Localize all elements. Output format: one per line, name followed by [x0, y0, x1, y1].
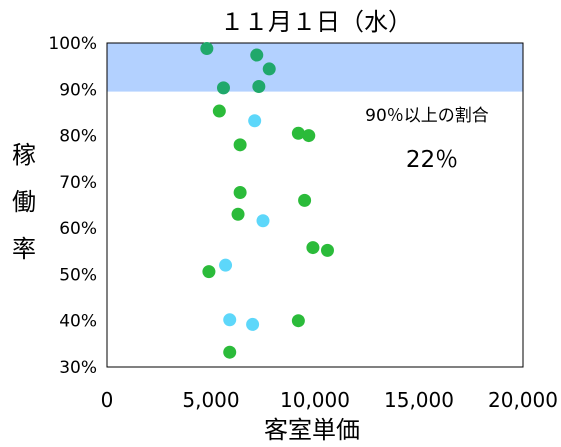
data-point: [291, 314, 305, 328]
data-points: [200, 42, 334, 359]
data-point: [302, 129, 316, 143]
x-tick-label: 10,000: [280, 388, 350, 412]
data-point: [219, 258, 233, 272]
data-point: [246, 317, 260, 331]
data-point: [250, 48, 264, 62]
data-point: [200, 42, 214, 56]
data-point: [202, 265, 216, 279]
data-point: [248, 114, 262, 128]
chart-title: １１月１日（水）: [220, 8, 412, 36]
data-point: [212, 104, 226, 118]
data-point: [291, 126, 305, 140]
x-tick-label: 5,000: [182, 388, 239, 412]
y-tick-label: 30%: [59, 358, 97, 378]
x-tick-label: 20,000: [488, 388, 558, 412]
threshold-band: [107, 43, 523, 92]
y-axis-label-char: 働: [12, 188, 36, 216]
x-tick-label: 15,000: [384, 388, 454, 412]
y-tick-label: 80%: [59, 127, 97, 147]
data-point: [298, 193, 312, 207]
data-point: [252, 80, 266, 94]
y-tick-label: 60%: [59, 219, 97, 239]
y-tick-label: 50%: [59, 265, 97, 285]
y-axis-label-char: 稼: [12, 141, 36, 169]
annotation-value: 22％: [406, 147, 458, 173]
threshold-band-layer: [107, 43, 523, 92]
y-tick-label: 40%: [59, 312, 97, 332]
data-point: [223, 313, 237, 327]
data-point: [216, 81, 230, 95]
data-point: [231, 207, 245, 221]
y-tick-labels: 30% 40% 50% 60% 70% 80% 90% 100%: [48, 34, 97, 378]
data-point: [262, 62, 276, 76]
annotation-label: 90％以上の割合: [365, 106, 489, 126]
y-tick-label: 70%: [59, 173, 97, 193]
data-point: [320, 243, 334, 257]
x-tick-label: 0: [101, 388, 114, 412]
data-point: [233, 186, 247, 200]
data-point: [256, 214, 270, 228]
plot-area-frame: [106, 42, 524, 368]
y-tick-label: 90%: [59, 80, 97, 100]
data-point: [223, 345, 237, 359]
data-point: [233, 138, 247, 152]
y-tick-label: 100%: [48, 34, 97, 54]
data-point: [306, 241, 320, 255]
x-axis-label: 客室単価: [264, 416, 360, 444]
y-axis-label-char: 率: [12, 235, 36, 263]
x-tick-labels: 0 5,000 10,000 15,000 20,000: [101, 388, 558, 412]
y-axis-label: 稼働率: [12, 141, 36, 263]
